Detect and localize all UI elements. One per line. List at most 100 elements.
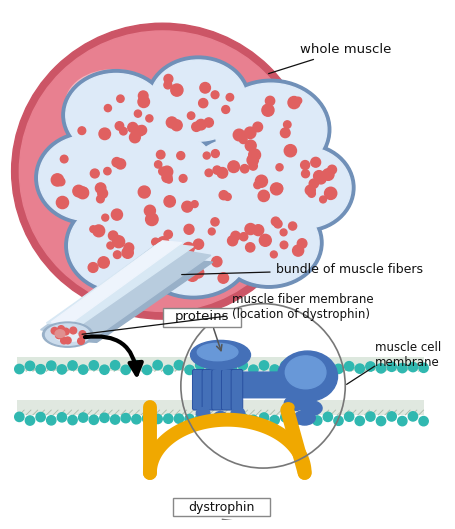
Circle shape xyxy=(228,415,237,424)
Circle shape xyxy=(280,241,288,249)
Circle shape xyxy=(121,365,131,375)
Circle shape xyxy=(25,416,35,425)
FancyBboxPatch shape xyxy=(17,357,424,371)
Circle shape xyxy=(245,140,256,151)
Circle shape xyxy=(104,168,111,175)
Circle shape xyxy=(15,412,24,422)
Circle shape xyxy=(98,188,107,198)
Circle shape xyxy=(281,361,290,370)
Circle shape xyxy=(334,364,343,373)
Ellipse shape xyxy=(62,70,170,160)
Circle shape xyxy=(131,360,141,370)
Circle shape xyxy=(305,185,315,195)
Circle shape xyxy=(218,273,228,283)
Ellipse shape xyxy=(46,324,90,345)
FancyBboxPatch shape xyxy=(17,400,424,415)
Circle shape xyxy=(108,231,118,240)
Circle shape xyxy=(320,196,326,203)
Circle shape xyxy=(366,362,375,371)
Circle shape xyxy=(56,196,69,208)
Circle shape xyxy=(25,361,35,370)
Ellipse shape xyxy=(66,74,167,157)
Circle shape xyxy=(142,414,152,423)
Circle shape xyxy=(64,337,71,344)
Circle shape xyxy=(206,365,216,375)
Circle shape xyxy=(200,83,211,93)
Circle shape xyxy=(131,415,141,424)
Circle shape xyxy=(245,224,256,234)
Circle shape xyxy=(179,175,187,183)
Circle shape xyxy=(244,127,256,139)
Circle shape xyxy=(376,364,386,373)
Circle shape xyxy=(111,209,122,220)
Circle shape xyxy=(419,363,428,372)
Circle shape xyxy=(185,414,194,424)
Circle shape xyxy=(288,222,297,230)
Ellipse shape xyxy=(218,201,319,284)
Circle shape xyxy=(311,157,321,167)
Circle shape xyxy=(100,413,109,423)
Circle shape xyxy=(213,166,221,174)
Ellipse shape xyxy=(294,411,315,425)
FancyBboxPatch shape xyxy=(212,369,223,410)
Ellipse shape xyxy=(137,202,249,295)
Circle shape xyxy=(73,185,85,197)
Circle shape xyxy=(51,327,58,334)
Circle shape xyxy=(231,231,240,241)
Circle shape xyxy=(138,91,148,101)
Circle shape xyxy=(121,414,131,423)
Circle shape xyxy=(217,414,226,423)
Ellipse shape xyxy=(283,403,294,412)
Circle shape xyxy=(191,200,198,207)
Circle shape xyxy=(113,236,125,248)
Circle shape xyxy=(246,243,255,252)
Circle shape xyxy=(280,128,290,138)
Circle shape xyxy=(273,184,283,193)
Circle shape xyxy=(166,176,172,183)
Circle shape xyxy=(313,171,324,181)
Circle shape xyxy=(171,120,182,131)
Circle shape xyxy=(301,161,309,169)
Circle shape xyxy=(107,242,114,249)
Circle shape xyxy=(238,413,248,423)
Ellipse shape xyxy=(106,130,218,226)
Circle shape xyxy=(254,181,261,189)
Circle shape xyxy=(171,84,183,96)
Circle shape xyxy=(88,262,98,272)
Polygon shape xyxy=(40,245,211,338)
Circle shape xyxy=(324,187,337,199)
Circle shape xyxy=(116,159,126,169)
Ellipse shape xyxy=(191,341,251,369)
Circle shape xyxy=(61,155,68,163)
Circle shape xyxy=(162,172,172,183)
Circle shape xyxy=(113,251,121,259)
Circle shape xyxy=(46,361,56,370)
Circle shape xyxy=(255,175,268,187)
Circle shape xyxy=(240,233,248,241)
Circle shape xyxy=(99,128,111,140)
Circle shape xyxy=(78,338,85,344)
Ellipse shape xyxy=(231,408,245,418)
Circle shape xyxy=(222,106,230,113)
Circle shape xyxy=(271,217,280,226)
Circle shape xyxy=(408,362,418,372)
Circle shape xyxy=(211,91,219,98)
Circle shape xyxy=(62,328,69,335)
Circle shape xyxy=(398,416,407,426)
Circle shape xyxy=(284,144,297,157)
Circle shape xyxy=(316,174,326,184)
Circle shape xyxy=(61,337,67,344)
Circle shape xyxy=(249,162,258,170)
Circle shape xyxy=(196,120,206,130)
Circle shape xyxy=(309,179,318,188)
Circle shape xyxy=(376,416,386,426)
Circle shape xyxy=(208,228,215,235)
Circle shape xyxy=(144,205,156,216)
Circle shape xyxy=(104,105,111,112)
Circle shape xyxy=(58,326,65,332)
Circle shape xyxy=(241,165,249,173)
Circle shape xyxy=(96,183,106,194)
Ellipse shape xyxy=(65,197,177,294)
Circle shape xyxy=(153,360,162,370)
Circle shape xyxy=(89,415,98,424)
